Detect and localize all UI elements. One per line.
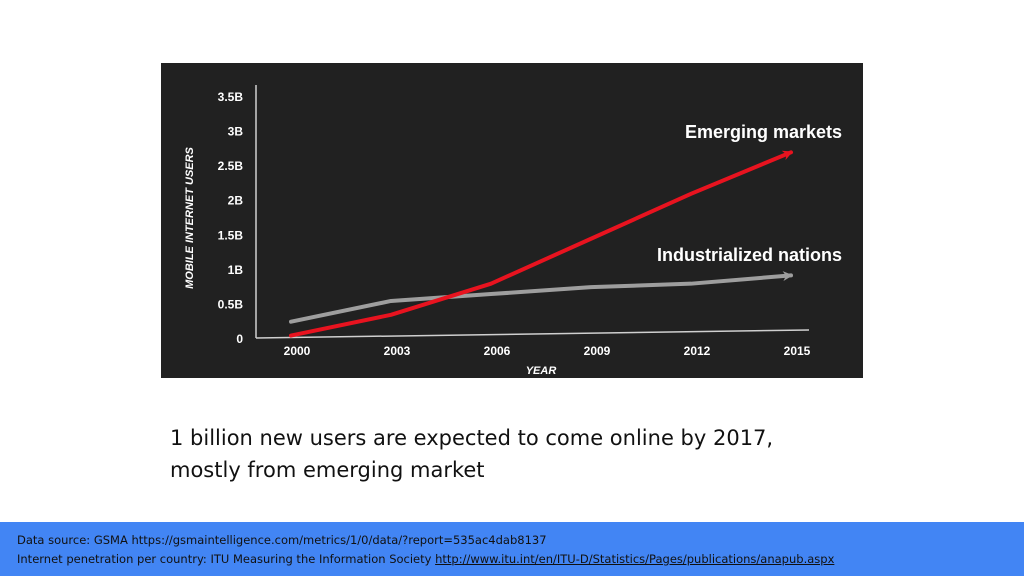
series-line-industrialized: [289, 271, 793, 324]
y-tick-label: 1.5B: [218, 228, 244, 242]
series-label-emerging: Emerging markets: [685, 122, 842, 142]
footer-itu-line: Internet penetration per country: ITU Me…: [17, 550, 1024, 569]
x-tick-label: 2009: [584, 344, 611, 358]
y-tick-labels: 0 0.5B 1B 1.5B 2B 2.5B 3B 3.5B: [218, 90, 244, 346]
x-tick-labels: 2000 2003 2006 2009 2012 2015: [284, 344, 811, 358]
y-tick-label: 1B: [228, 263, 244, 277]
y-tick-label: 3B: [228, 125, 244, 139]
x-tick-label: 2006: [484, 344, 511, 358]
y-tick-label: 0.5B: [218, 297, 244, 311]
chart-panel: 0 0.5B 1B 1.5B 2B 2.5B 3B 3.5B 2000 2003 2006 2009…: [161, 63, 863, 378]
y-tick-label: 0: [236, 332, 243, 346]
source-footer: Data source: GSMA https://gsmaintelligen…: [0, 522, 1024, 576]
caption-line-2: mostly from emerging market: [170, 458, 485, 482]
y-tick-label: 2.5B: [218, 159, 244, 173]
y-tick-label: 2B: [228, 194, 244, 208]
x-tick-label: 2015: [784, 344, 811, 358]
footer-itu-text: Internet penetration per country: ITU Me…: [17, 552, 436, 566]
line-chart: 0 0.5B 1B 1.5B 2B 2.5B 3B 3.5B 2000 2003 2006 2009…: [184, 85, 842, 377]
series-line-emerging: [289, 150, 793, 338]
x-axis-title: YEAR: [526, 365, 557, 377]
x-tick-label: 2012: [684, 344, 711, 358]
y-tick-label: 3.5B: [218, 90, 244, 104]
x-tick-label: 2003: [384, 344, 411, 358]
chart-series: [289, 150, 793, 338]
x-axis-line: [255, 329, 810, 339]
chart-axes: [255, 85, 810, 339]
caption-line-1: 1 billion new users are expected to come…: [170, 426, 774, 450]
y-axis-title: MOBILE INTERNET USERS: [184, 146, 196, 288]
footer-source-line: Data source: GSMA https://gsmaintelligen…: [17, 533, 547, 547]
series-label-industrialized: Industrialized nations: [657, 245, 842, 265]
x-tick-label: 2000: [284, 344, 311, 358]
chart-caption: 1 billion new users are expected to come…: [170, 422, 870, 486]
itu-publications-link[interactable]: http://www.itu.int/en/ITU-D/Statistics/P…: [435, 552, 835, 566]
